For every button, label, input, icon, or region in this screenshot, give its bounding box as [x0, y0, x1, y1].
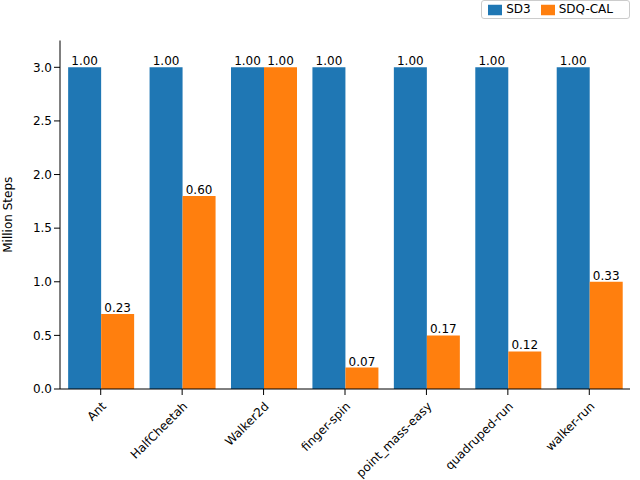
svg-text:0.07: 0.07 [349, 355, 376, 369]
svg-text:0.23: 0.23 [104, 301, 131, 315]
svg-text:finger-spin: finger-spin [298, 399, 353, 454]
svg-text:walker-run: walker-run [543, 399, 597, 453]
svg-text:Ant: Ant [84, 399, 109, 424]
svg-text:1.00: 1.00 [316, 54, 343, 68]
svg-text:Walker2d: Walker2d [222, 399, 271, 448]
html-text:SDQ-CAL: SDQ-CAL [558, 2, 613, 16]
svg-text:2.5: 2.5 [33, 114, 52, 128]
svg-text:1.00: 1.00 [267, 54, 294, 68]
svg-text:0.33: 0.33 [593, 269, 620, 283]
svg-text:quadruped-run: quadruped-run [443, 399, 516, 472]
svg-text:1.00: 1.00 [234, 54, 261, 68]
svg-text:2.0: 2.0 [33, 168, 52, 182]
svg-text:0.0: 0.0 [33, 382, 52, 396]
svg-text:point_mass-easy: point_mass-easy [354, 399, 435, 480]
svg-text:0.5: 0.5 [33, 329, 52, 343]
svg-text:0.17: 0.17 [430, 322, 457, 336]
svg-text:1.0: 1.0 [33, 275, 52, 289]
svg-text:1.00: 1.00 [153, 54, 180, 68]
svg-text:HalfCheetah: HalfCheetah [128, 399, 190, 461]
svg-text:1.5: 1.5 [33, 221, 52, 235]
html-text:SD3: SD3 [506, 2, 531, 16]
svg-text:1.00: 1.00 [397, 54, 424, 68]
svg-text:0.60: 0.60 [186, 183, 213, 197]
svg-text:Million Steps: Million Steps [8, 177, 15, 253]
svg-text:1.00: 1.00 [560, 54, 587, 68]
svg-text:1.00: 1.00 [478, 54, 505, 68]
svg-text:3.0: 3.0 [33, 61, 52, 75]
svg-text:0.12: 0.12 [511, 338, 538, 352]
svg-text:1.00: 1.00 [71, 54, 98, 68]
